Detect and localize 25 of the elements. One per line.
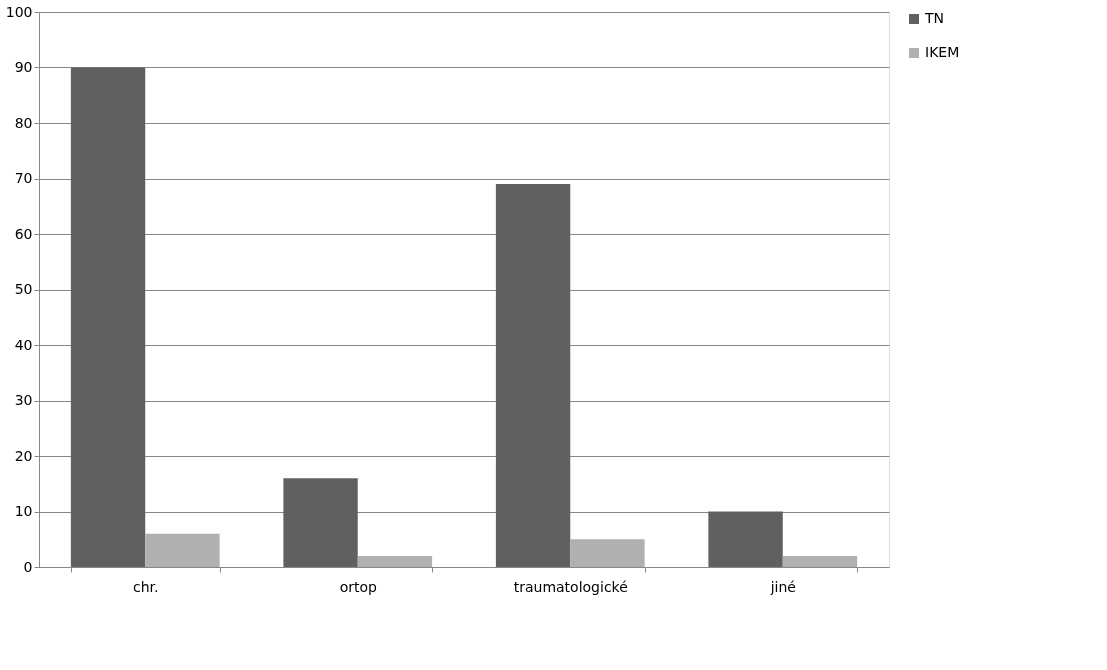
legend-label: IKEM [925,44,960,60]
bar [782,555,858,567]
y-tick-label: 10 [14,503,33,519]
y-tick-label: 100 [5,3,33,20]
x-tick-label: ortop [339,578,377,595]
y-tick-label: 80 [14,114,33,131]
y-tick-label: 70 [14,170,33,186]
x-tick-label: jiné [769,578,796,595]
y-tick-label: 20 [14,447,33,464]
bar [495,184,571,567]
bar [708,511,783,567]
bar [70,67,146,567]
x-tick-label: chr. [133,578,159,595]
bar [145,533,220,567]
y-tick-label: 90 [14,59,33,75]
y-tick-label: 60 [14,225,33,242]
y-tick-label: 0 [23,558,33,575]
bar [570,539,645,567]
y-tick-label: 40 [14,336,33,353]
bar [283,478,358,567]
x-tick-label: traumatologické [513,578,628,595]
bar [357,555,433,567]
y-tick-label: 50 [14,281,33,297]
legend-label: TN [924,10,945,26]
y-tick-label: 30 [14,392,33,408]
